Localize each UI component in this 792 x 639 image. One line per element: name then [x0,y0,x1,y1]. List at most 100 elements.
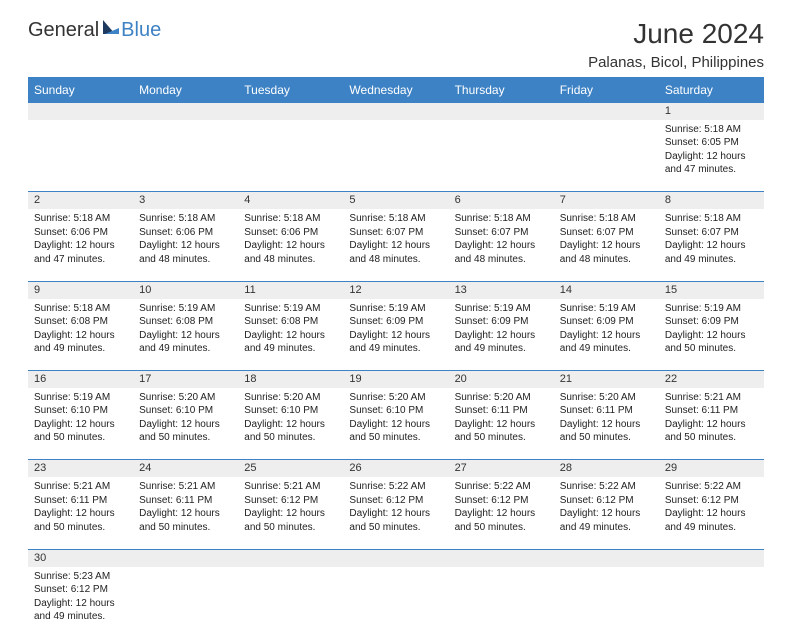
weekday-monday: Monday [133,77,238,103]
daylight-text: Daylight: 12 hours and 50 minutes. [455,418,548,445]
month-title: June 2024 [588,18,764,50]
sunset-text: Sunset: 6:10 PM [244,404,337,418]
day-number-cell [659,549,764,566]
sunrise-text: Sunrise: 5:20 AM [349,391,442,405]
day-number-cell [238,549,343,566]
day-number-cell: 8 [659,192,764,209]
calendar-cell: Sunrise: 5:19 AMSunset: 6:08 PMDaylight:… [238,299,343,371]
calendar-cell: Sunrise: 5:20 AMSunset: 6:11 PMDaylight:… [449,388,554,460]
sunrise-text: Sunrise: 5:19 AM [349,302,442,316]
daylight-text: Daylight: 12 hours and 47 minutes. [34,239,127,266]
daylight-text: Daylight: 12 hours and 48 minutes. [455,239,548,266]
sunset-text: Sunset: 6:07 PM [455,226,548,240]
sunset-text: Sunset: 6:06 PM [139,226,232,240]
sail-icon [101,18,121,42]
day-number-cell: 3 [133,192,238,209]
calendar-cell: Sunrise: 5:19 AMSunset: 6:09 PMDaylight:… [554,299,659,371]
calendar-cell: Sunrise: 5:18 AMSunset: 6:05 PMDaylight:… [659,120,764,192]
sunrise-text: Sunrise: 5:19 AM [665,302,758,316]
sunset-text: Sunset: 6:08 PM [244,315,337,329]
calendar-cell: Sunrise: 5:22 AMSunset: 6:12 PMDaylight:… [449,477,554,549]
sunset-text: Sunset: 6:07 PM [665,226,758,240]
sunrise-text: Sunrise: 5:22 AM [665,480,758,494]
daynum-row: 1 [28,103,764,120]
daylight-text: Daylight: 12 hours and 49 minutes. [34,329,127,356]
daylight-text: Daylight: 12 hours and 47 minutes. [665,150,758,177]
daylight-text: Daylight: 12 hours and 48 minutes. [560,239,653,266]
day-number-cell: 18 [238,371,343,388]
calendar-cell [28,120,133,192]
calendar-cell: Sunrise: 5:18 AMSunset: 6:06 PMDaylight:… [133,209,238,281]
daylight-text: Daylight: 12 hours and 50 minutes. [455,507,548,534]
daylight-text: Daylight: 12 hours and 48 minutes. [244,239,337,266]
day-number-cell [28,103,133,120]
calendar-cell: Sunrise: 5:18 AMSunset: 6:07 PMDaylight:… [449,209,554,281]
day-number-cell: 9 [28,281,133,298]
sunset-text: Sunset: 6:05 PM [665,136,758,150]
calendar-cell [449,120,554,192]
daylight-text: Daylight: 12 hours and 49 minutes. [455,329,548,356]
sunset-text: Sunset: 6:11 PM [34,494,127,508]
sunrise-text: Sunrise: 5:20 AM [139,391,232,405]
day-number-cell: 13 [449,281,554,298]
sunrise-text: Sunrise: 5:22 AM [560,480,653,494]
sunset-text: Sunset: 6:11 PM [665,404,758,418]
calendar-cell: Sunrise: 5:21 AMSunset: 6:12 PMDaylight:… [238,477,343,549]
daylight-text: Daylight: 12 hours and 48 minutes. [139,239,232,266]
calendar-cell: Sunrise: 5:18 AMSunset: 6:06 PMDaylight:… [28,209,133,281]
day-number-cell: 12 [343,281,448,298]
sunrise-text: Sunrise: 5:22 AM [349,480,442,494]
sunrise-text: Sunrise: 5:18 AM [34,302,127,316]
calendar-cell: Sunrise: 5:18 AMSunset: 6:07 PMDaylight:… [343,209,448,281]
calendar-cell: Sunrise: 5:20 AMSunset: 6:11 PMDaylight:… [554,388,659,460]
sunrise-text: Sunrise: 5:18 AM [665,212,758,226]
calendar-cell [449,567,554,639]
page-header: General Blue June 2024 Palanas, Bicol, P… [28,18,764,71]
day-number-cell [554,549,659,566]
sunset-text: Sunset: 6:08 PM [139,315,232,329]
sunrise-text: Sunrise: 5:19 AM [560,302,653,316]
day-number-cell: 1 [659,103,764,120]
day-number-cell: 25 [238,460,343,477]
sunrise-text: Sunrise: 5:20 AM [244,391,337,405]
day-number-cell: 28 [554,460,659,477]
day-number-cell: 22 [659,371,764,388]
daylight-text: Daylight: 12 hours and 50 minutes. [349,418,442,445]
sunrise-text: Sunrise: 5:21 AM [244,480,337,494]
sunset-text: Sunset: 6:06 PM [34,226,127,240]
calendar-week-row: Sunrise: 5:19 AMSunset: 6:10 PMDaylight:… [28,388,764,460]
calendar-week-row: Sunrise: 5:18 AMSunset: 6:06 PMDaylight:… [28,209,764,281]
day-number-cell [554,103,659,120]
location-text: Palanas, Bicol, Philippines [588,54,764,71]
sunrise-text: Sunrise: 5:18 AM [665,123,758,137]
sunrise-text: Sunrise: 5:18 AM [139,212,232,226]
daylight-text: Daylight: 12 hours and 50 minutes. [34,418,127,445]
sunset-text: Sunset: 6:12 PM [244,494,337,508]
calendar-week-row: Sunrise: 5:23 AMSunset: 6:12 PMDaylight:… [28,567,764,639]
day-number-cell [133,103,238,120]
title-block: June 2024 Palanas, Bicol, Philippines [588,18,764,71]
calendar-week-row: Sunrise: 5:18 AMSunset: 6:05 PMDaylight:… [28,120,764,192]
calendar-cell [133,567,238,639]
calendar-cell: Sunrise: 5:22 AMSunset: 6:12 PMDaylight:… [343,477,448,549]
calendar-cell: Sunrise: 5:20 AMSunset: 6:10 PMDaylight:… [133,388,238,460]
sunset-text: Sunset: 6:10 PM [139,404,232,418]
sunrise-text: Sunrise: 5:21 AM [665,391,758,405]
daylight-text: Daylight: 12 hours and 49 minutes. [349,329,442,356]
day-number-cell: 26 [343,460,448,477]
day-number-cell: 30 [28,549,133,566]
sunset-text: Sunset: 6:11 PM [455,404,548,418]
day-number-cell: 15 [659,281,764,298]
sunset-text: Sunset: 6:10 PM [349,404,442,418]
calendar-cell: Sunrise: 5:18 AMSunset: 6:07 PMDaylight:… [659,209,764,281]
sunset-text: Sunset: 6:09 PM [665,315,758,329]
sunset-text: Sunset: 6:12 PM [349,494,442,508]
sunrise-text: Sunrise: 5:18 AM [349,212,442,226]
weekday-saturday: Saturday [659,77,764,103]
calendar-week-row: Sunrise: 5:18 AM Sunset: 6:08 PM Daylight:… [28,299,764,371]
day-number-cell: 20 [449,371,554,388]
sunset-text: Sunset: 6:07 PM [560,226,653,240]
calendar-cell [133,120,238,192]
calendar-cell [554,567,659,639]
day-number-cell [449,549,554,566]
